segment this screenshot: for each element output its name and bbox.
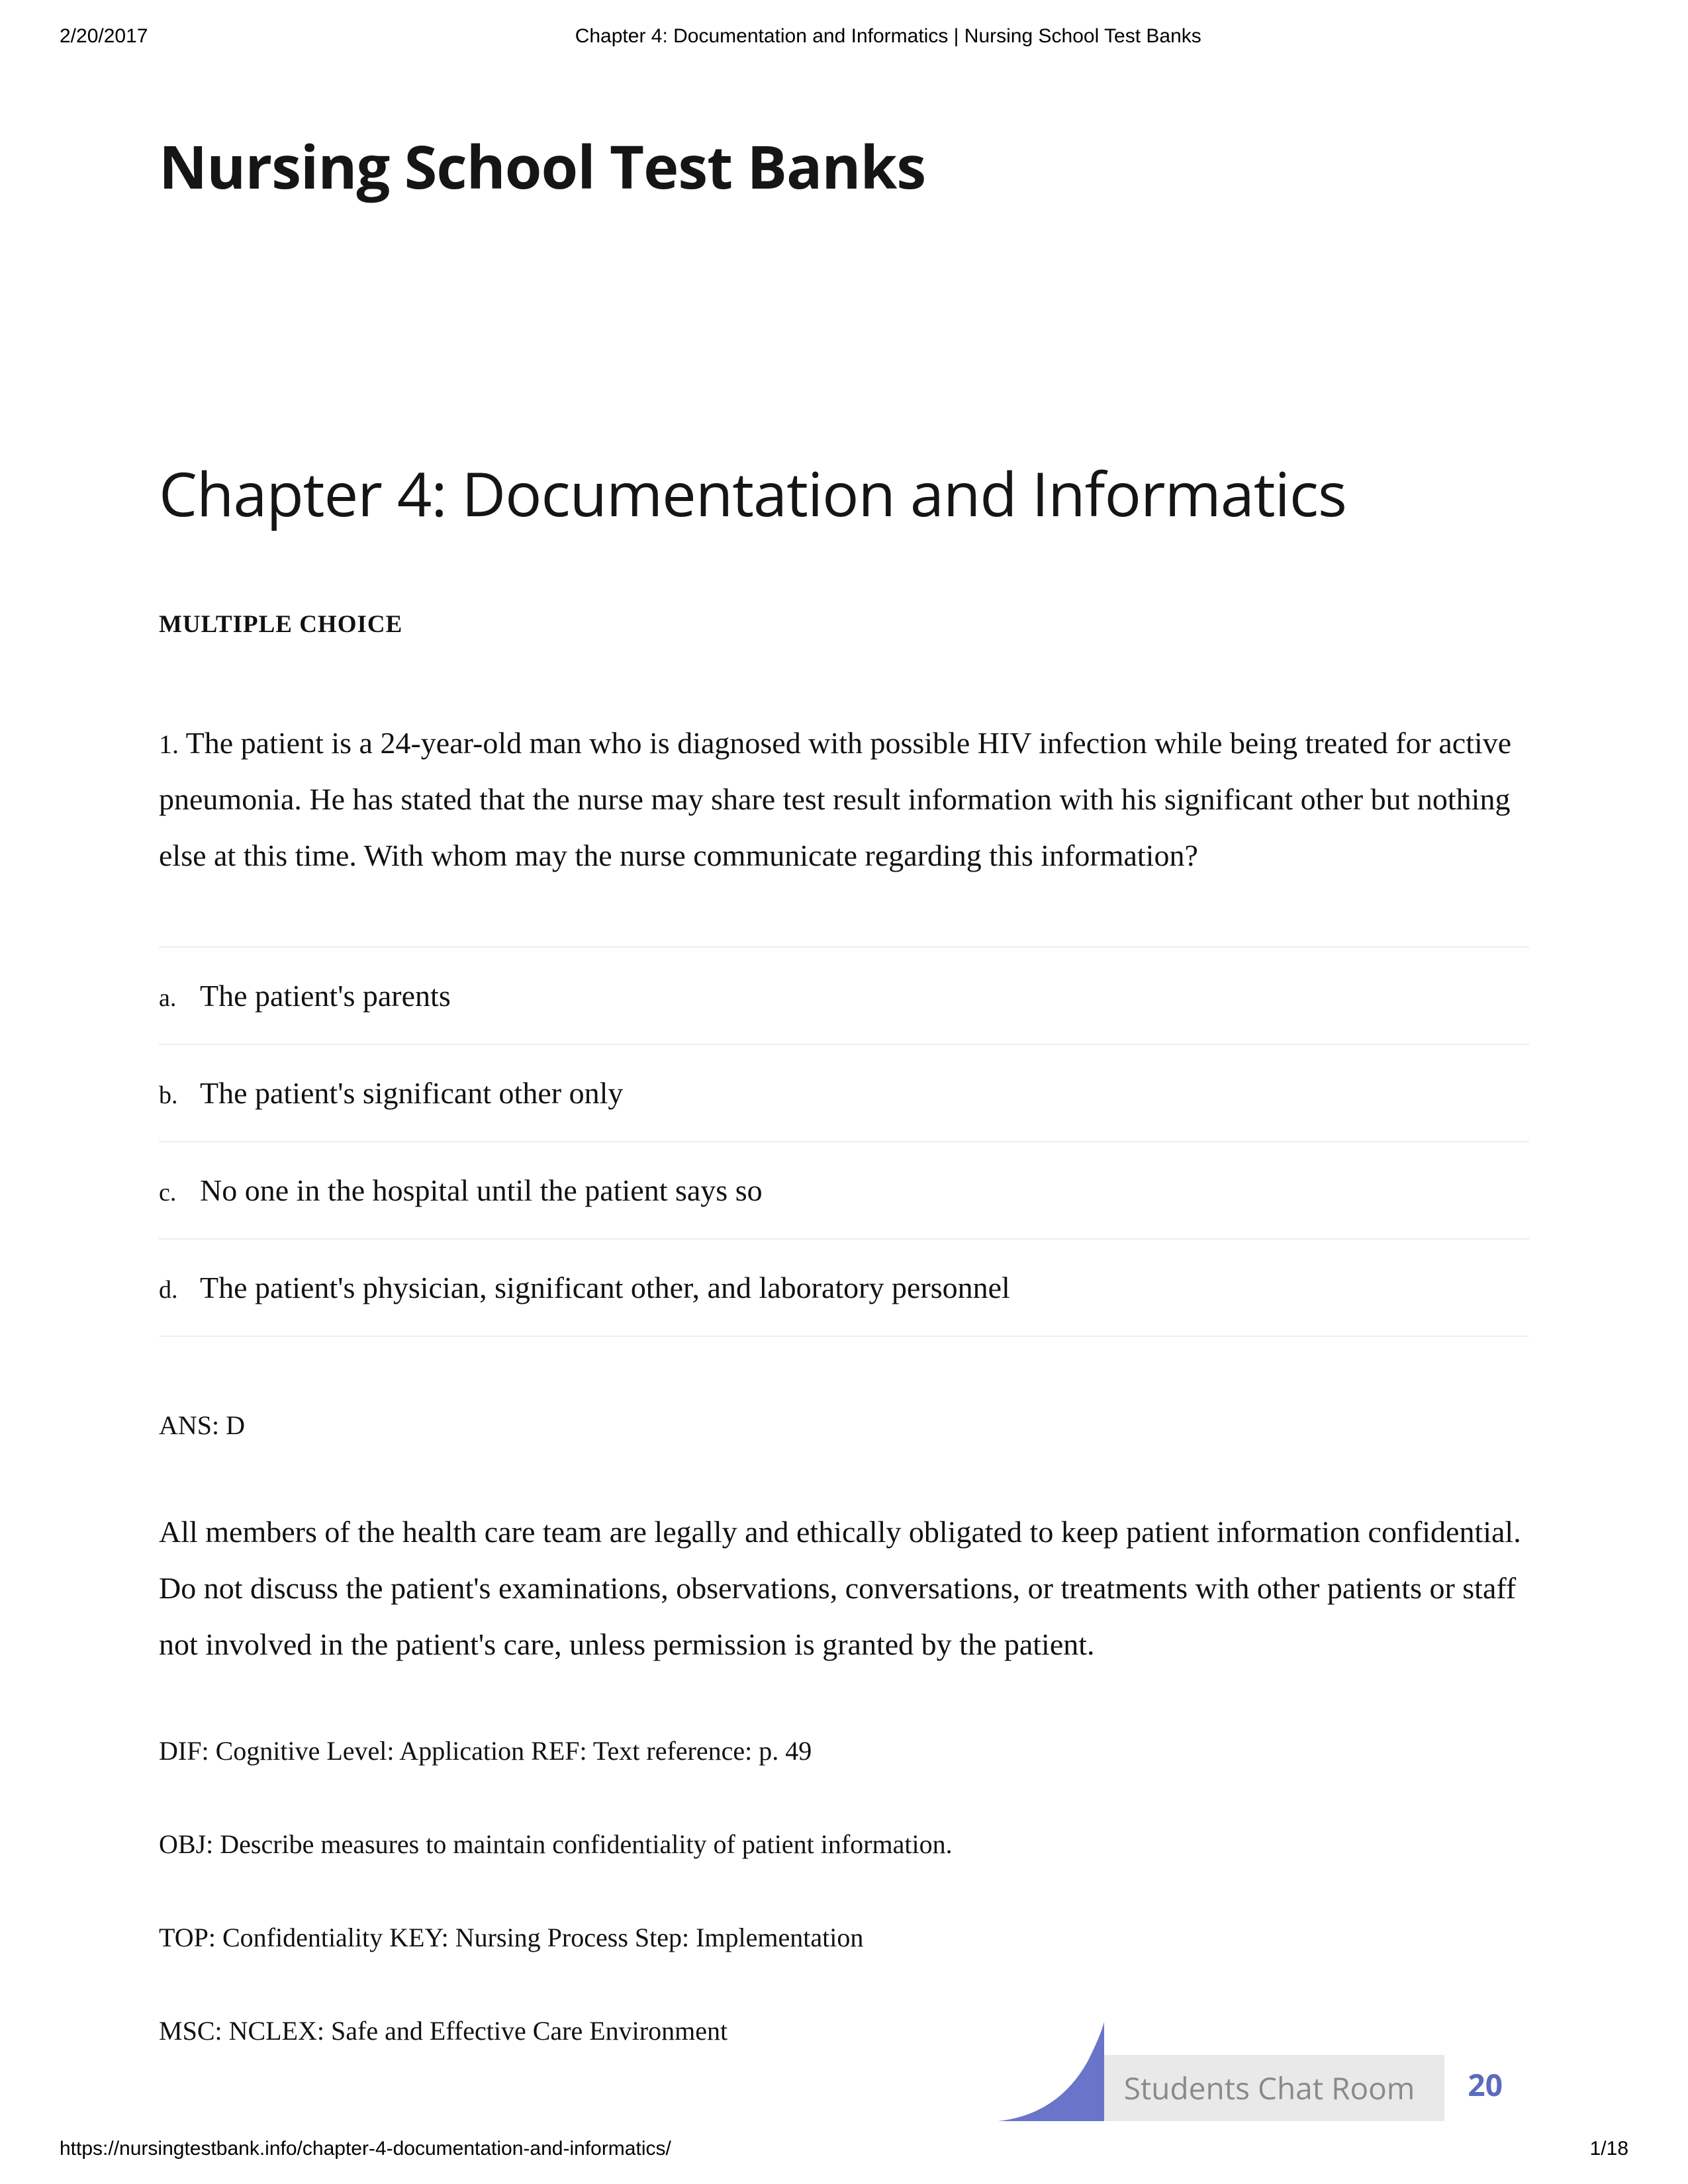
choice-letter: a. (159, 983, 200, 1013)
question-block: 1. The patient is a 24-year-old man who … (159, 715, 1529, 2050)
choice-text: The patient's significant other only (200, 1076, 623, 1110)
chat-count: 20 (1468, 2064, 1503, 2121)
meta-line: OBJ: Describe measures to maintain confi… (159, 1826, 1529, 1863)
page: 2/20/2017 Chapter 4: Documentation and I… (0, 0, 1688, 2184)
choices: a.The patient's parents b.The patient's … (159, 946, 1529, 1337)
meta-line: TOP: Confidentiality KEY: Nursing Proces… (159, 1919, 1529, 1956)
site-title: Nursing School Test Banks (159, 126, 1529, 206)
choice-row: b.The patient's significant other only (159, 1044, 1529, 1141)
footer-url: https://nursingtestbank.info/chapter-4-d… (60, 2138, 671, 2160)
chat-fin-icon (978, 2022, 1104, 2121)
choice-text: No one in the hospital until the patient… (200, 1173, 763, 1207)
question-body: The patient is a 24-year-old man who is … (159, 726, 1511, 872)
choice-letter: c. (159, 1178, 200, 1207)
footer-pageno: 1/18 (1590, 2138, 1628, 2160)
section-label: MULTIPLE CHOICE (159, 610, 1529, 639)
choice-row: a.The patient's parents (159, 946, 1529, 1044)
meta-line: DIF: Cognitive Level: Application REF: T… (159, 1733, 1529, 1770)
chat-widget[interactable]: Students Chat Room 20 (978, 2022, 1503, 2121)
choice-letter: d. (159, 1275, 200, 1304)
question-number: 1. (159, 729, 179, 759)
print-title: Chapter 4: Documentation and Informatics… (60, 25, 1628, 48)
choice-text: The patient's physician, significant oth… (200, 1271, 1010, 1304)
print-footer: https://nursingtestbank.info/chapter-4-d… (0, 2138, 1688, 2160)
choice-letter: b. (159, 1081, 200, 1110)
chapter-title: Chapter 4: Documentation and Informatics (159, 451, 1529, 534)
explanation: All members of the health care team are … (159, 1504, 1529, 1672)
print-date: 2/20/2017 (60, 25, 148, 48)
chat-label[interactable]: Students Chat Room (1104, 2055, 1445, 2121)
choice-row: d.The patient's physician, significant o… (159, 1238, 1529, 1337)
question-text: 1. The patient is a 24-year-old man who … (159, 715, 1529, 884)
answer: ANS: D (159, 1410, 1529, 1441)
print-header: 2/20/2017 Chapter 4: Documentation and I… (0, 25, 1688, 48)
choice-text: The patient's parents (200, 979, 451, 1013)
choice-row: c.No one in the hospital until the patie… (159, 1141, 1529, 1238)
